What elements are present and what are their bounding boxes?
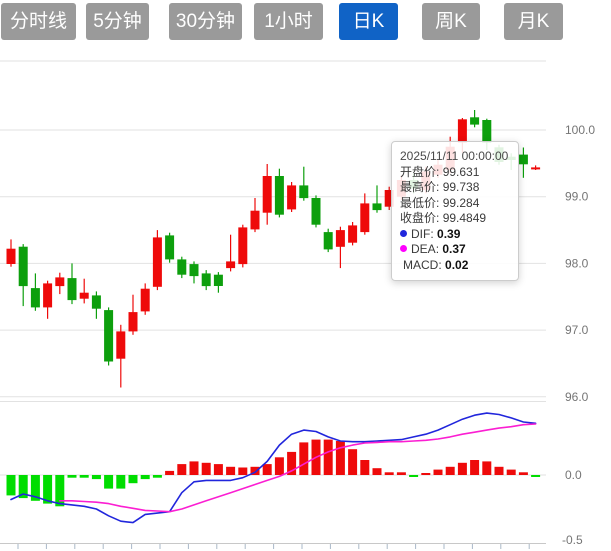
svg-text:96.0: 96.0: [565, 390, 589, 404]
tab-monthly-k[interactable]: 月K: [504, 3, 563, 40]
tooltip-macd-row: MACD0.02: [403, 258, 510, 274]
tooltip-datetime: 2025/11/11 00:00:00: [400, 149, 509, 163]
tooltip-close-row: 收盘价99.4849: [400, 211, 510, 227]
tab-daily-k[interactable]: 日K: [339, 3, 398, 40]
svg-text:0.0: 0.0: [565, 468, 582, 482]
tooltip-open-row: 开盘价99.631: [400, 165, 510, 181]
axis-labels-layer: 100.0 99.0 98.0 97.0 96.0 0.0 -0.5: [562, 123, 595, 547]
tab-weekly-k[interactable]: 周K: [422, 3, 480, 40]
svg-text:99.0: 99.0: [565, 190, 589, 204]
tooltip-low-row: 最低价99.284: [400, 196, 510, 212]
svg-text:97.0: 97.0: [565, 323, 589, 337]
svg-text:98.0: 98.0: [565, 256, 589, 270]
tab-1hour[interactable]: 1小时: [254, 3, 323, 40]
macd-histogram-layer: [6, 439, 541, 507]
candle-tooltip: 2025/11/11 00:00:00 开盘价99.631 最高价99.738 …: [391, 141, 519, 281]
tab-30min[interactable]: 30分钟: [169, 3, 242, 40]
tooltip-high-row: 最高价99.738: [400, 180, 510, 196]
dif-dot-icon: [400, 229, 407, 237]
period-tabbar: 分时线 5分钟 30分钟 1小时 日K 周K 月K: [0, 0, 611, 44]
svg-text:100.0: 100.0: [565, 123, 595, 137]
tab-5min[interactable]: 5分钟: [86, 3, 149, 40]
macd-lines-layer: [10, 412, 537, 524]
svg-text:-0.5: -0.5: [562, 533, 583, 547]
tab-time-line[interactable]: 分时线: [1, 3, 76, 40]
tooltip-dif-row: DIF0.39: [400, 227, 510, 243]
dea-dot-icon: [400, 245, 407, 252]
tooltip-dea-row: DEA0.37: [400, 242, 510, 258]
